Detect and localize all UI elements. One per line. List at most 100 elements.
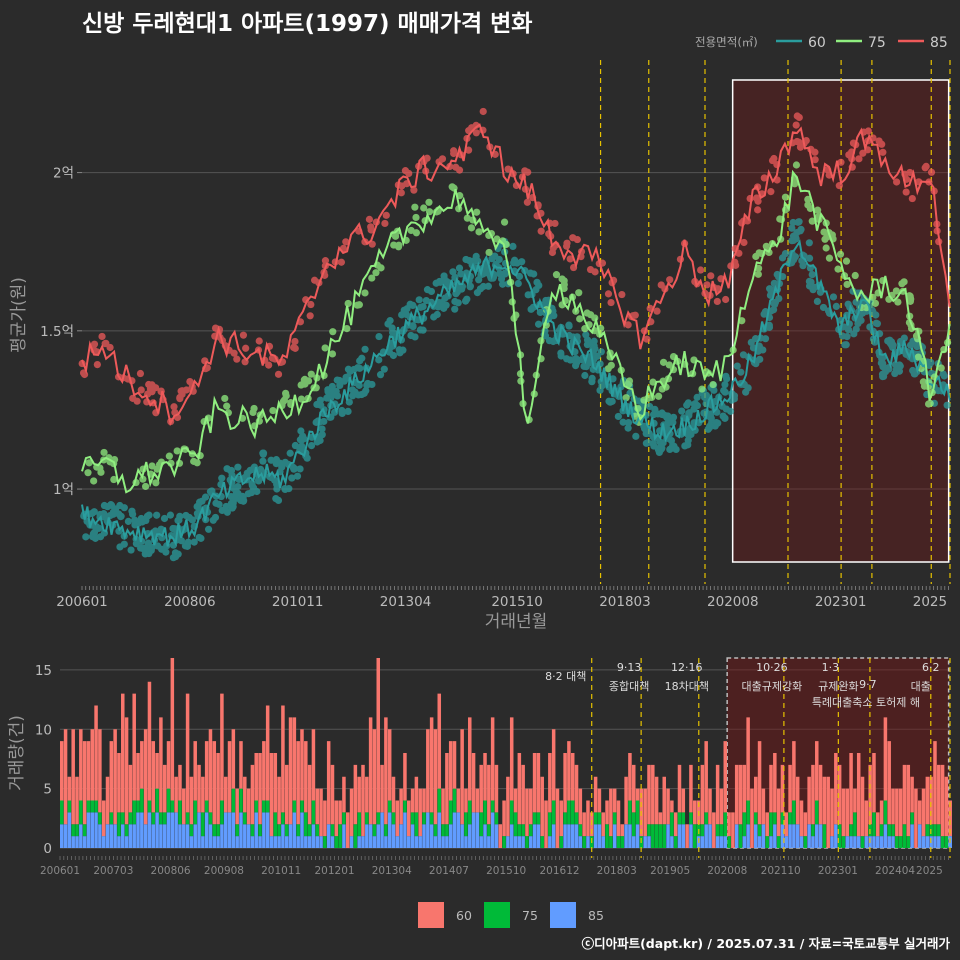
event-label: 1·3 [822, 661, 840, 674]
bar-75 [151, 812, 156, 825]
scatter-point [557, 349, 565, 357]
bar-75 [513, 812, 518, 837]
scatter-point [324, 386, 332, 394]
bar-60 [628, 753, 632, 801]
scatter-point [158, 534, 166, 542]
scatter-point [754, 206, 762, 214]
bar-75 [746, 800, 750, 825]
legend-label-85: 85 [588, 908, 604, 923]
bar-60 [879, 800, 884, 825]
bar-85 [834, 824, 838, 848]
x-tick-label: 200806 [164, 594, 216, 610]
x-tick-label: 201304 [372, 865, 412, 877]
bar-60 [895, 788, 899, 837]
scatter-point [737, 368, 745, 376]
bar-75 [452, 788, 457, 813]
scatter-point [321, 257, 330, 265]
scatter-point [597, 348, 605, 356]
scatter-point [91, 534, 100, 542]
bar-60 [407, 800, 411, 837]
bar-75 [937, 824, 941, 837]
bar-75 [178, 800, 182, 825]
bar-85 [239, 812, 243, 848]
bar-85 [235, 836, 239, 848]
bar-75 [437, 788, 442, 813]
bar-75 [776, 836, 781, 848]
bar-60 [662, 776, 666, 825]
bar-75 [578, 824, 583, 837]
bar-75 [414, 812, 419, 837]
scatter-point [100, 448, 108, 457]
bar-75 [673, 836, 678, 848]
bar-60 [82, 741, 87, 825]
scatter-point [565, 321, 573, 329]
bar-85 [708, 824, 712, 848]
bar-60 [403, 753, 407, 801]
bar-85 [284, 836, 289, 848]
bar-75 [330, 824, 335, 837]
scatter-point [624, 321, 632, 329]
bar-85 [304, 836, 308, 848]
scatter-point [382, 211, 390, 219]
scatter-point [473, 208, 481, 216]
scatter-point [920, 382, 929, 390]
scatter-point [488, 255, 496, 263]
bar-60 [75, 776, 79, 825]
bar-60 [818, 764, 823, 825]
bar-85 [677, 824, 682, 848]
scatter-point [465, 256, 473, 265]
bar-60 [944, 776, 949, 837]
bar-75 [670, 812, 674, 837]
x-tick-label: 201612 [539, 865, 579, 877]
bar-60 [143, 729, 148, 825]
bar-85 [887, 836, 891, 848]
bar-60 [734, 764, 739, 825]
scatter-85 [78, 107, 943, 426]
bar-85 [578, 836, 583, 848]
bar-75 [872, 812, 876, 837]
scatter-point [423, 154, 431, 162]
bar-75 [529, 824, 533, 837]
scatter-point [479, 107, 487, 116]
bar-75 [67, 800, 72, 813]
bar-60 [471, 753, 476, 813]
scatter-point [293, 472, 302, 480]
bar-85 [376, 824, 381, 848]
x-tick-label: 202301 [818, 865, 858, 877]
bar-85 [174, 812, 178, 848]
event-label: 8·2 대책 [545, 670, 586, 683]
scatter-point [829, 293, 838, 301]
bar-85 [570, 824, 575, 848]
bar-60 [265, 705, 270, 801]
y-tick-label: 1.5억 [40, 324, 74, 340]
scatter-point [669, 418, 677, 427]
scatter-point [272, 460, 280, 468]
bar-75 [574, 812, 579, 825]
scatter-point [186, 377, 194, 386]
bar-75 [155, 788, 159, 813]
scatter-point [291, 337, 299, 346]
scatter-point [397, 189, 405, 197]
bar-60 [868, 764, 872, 825]
bar-85 [326, 824, 331, 848]
scatter-point [854, 319, 862, 328]
bar-75 [593, 812, 598, 825]
bar-75 [841, 836, 846, 848]
bar-75 [902, 824, 907, 848]
bar-75 [98, 812, 102, 825]
scatter-point [625, 380, 633, 388]
scatter-point [851, 271, 859, 280]
scatter-point [816, 288, 825, 296]
scatter-point [178, 387, 186, 395]
event-label: 12·16 [671, 661, 703, 674]
bar-60 [841, 788, 846, 837]
scatter-point [353, 301, 361, 309]
bar-75 [159, 812, 163, 825]
bar-60 [532, 753, 537, 813]
bar-75 [651, 824, 655, 848]
bar-60 [387, 729, 392, 801]
scatter-point [797, 225, 805, 233]
bar-60 [235, 788, 239, 825]
scatter-point [454, 299, 462, 307]
bar-60 [586, 800, 590, 837]
